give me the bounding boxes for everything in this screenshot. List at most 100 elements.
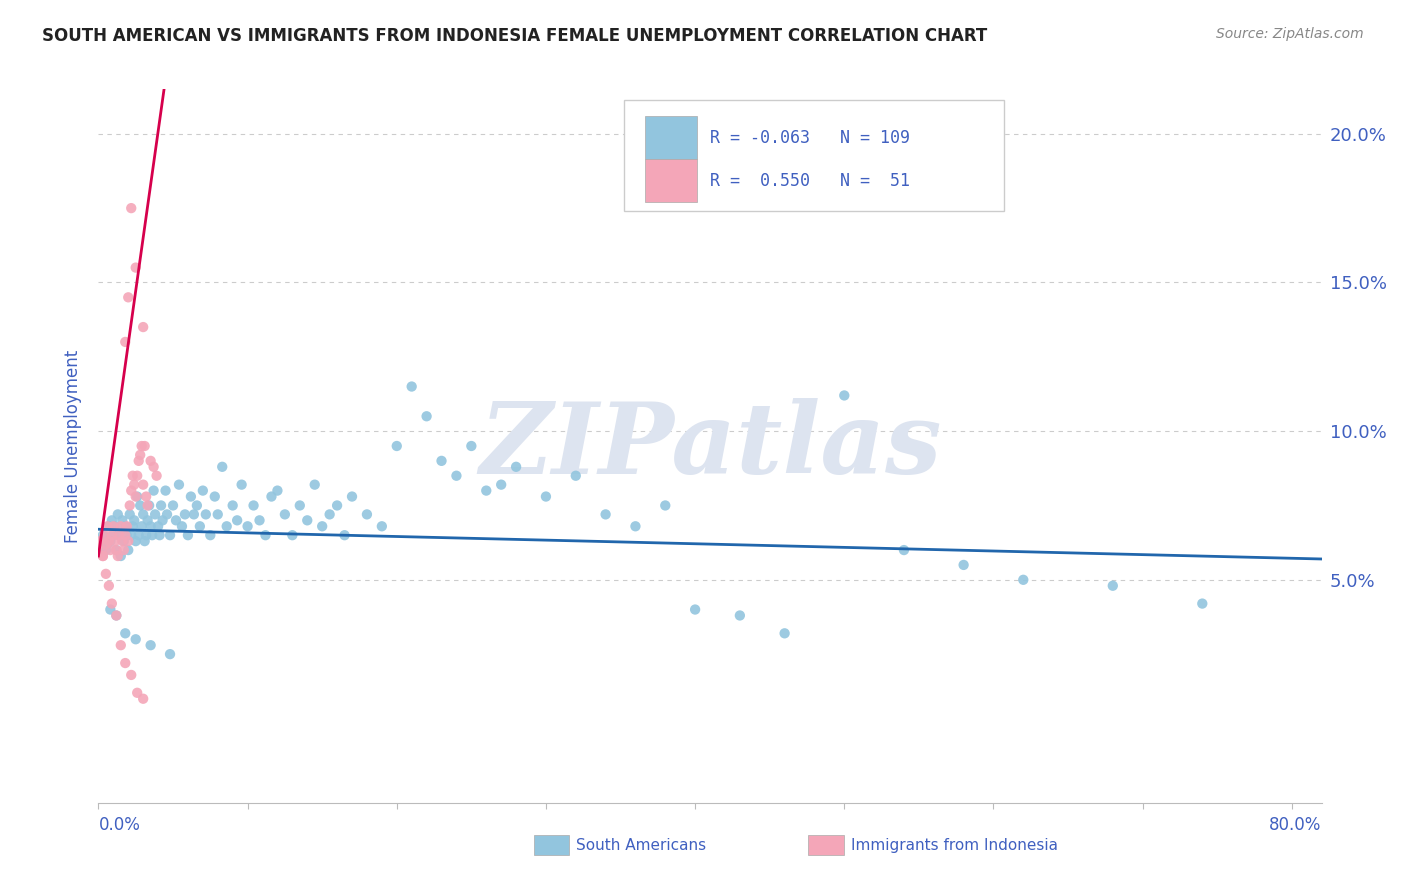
Point	[105, 608, 128, 623]
Point	[162, 499, 184, 513]
Point	[118, 508, 141, 522]
Point	[326, 499, 349, 513]
Point	[139, 454, 162, 468]
Text: SOUTH AMERICAN VS IMMIGRANTS FROM INDONESIA FEMALE UNEMPLOYMENT CORRELATION CHAR: SOUTH AMERICAN VS IMMIGRANTS FROM INDONE…	[42, 27, 987, 45]
Point	[142, 459, 165, 474]
Point	[174, 508, 197, 522]
Point	[111, 534, 134, 549]
Point	[952, 558, 974, 572]
Point	[893, 543, 915, 558]
Point	[96, 519, 118, 533]
Point	[114, 528, 136, 542]
Point	[101, 597, 124, 611]
Point	[340, 490, 363, 504]
Point	[149, 528, 172, 542]
Point	[207, 508, 229, 522]
Point	[146, 519, 169, 533]
Point	[221, 499, 243, 513]
Point	[125, 534, 148, 549]
Point	[132, 508, 155, 522]
FancyBboxPatch shape	[624, 100, 1004, 211]
Point	[122, 477, 145, 491]
Point	[159, 647, 181, 661]
Point	[98, 534, 121, 549]
Point	[127, 490, 149, 504]
Point	[143, 508, 166, 522]
Point	[134, 439, 156, 453]
Point	[120, 528, 142, 542]
FancyBboxPatch shape	[645, 116, 696, 159]
Text: 80.0%: 80.0%	[1270, 816, 1322, 834]
Point	[120, 483, 142, 498]
Point	[142, 483, 165, 498]
Point	[183, 508, 205, 522]
Point	[115, 528, 138, 542]
Text: R =  0.550   N =  51: R = 0.550 N = 51	[710, 171, 910, 189]
Point	[110, 638, 132, 652]
Point	[105, 543, 128, 558]
Point	[107, 549, 129, 563]
Point	[131, 439, 153, 453]
Point	[135, 490, 157, 504]
Point	[139, 638, 162, 652]
Point	[125, 632, 148, 647]
Point	[1101, 579, 1123, 593]
Point	[121, 468, 143, 483]
Point	[114, 626, 136, 640]
Point	[110, 549, 132, 563]
Text: ZIPatlas: ZIPatlas	[479, 398, 941, 494]
Point	[135, 528, 157, 542]
Point	[356, 508, 378, 522]
Point	[96, 537, 118, 551]
FancyBboxPatch shape	[645, 159, 696, 202]
Point	[728, 608, 751, 623]
Point	[127, 686, 149, 700]
Point	[333, 528, 356, 542]
Text: Source: ZipAtlas.com: Source: ZipAtlas.com	[1216, 27, 1364, 41]
Point	[110, 519, 132, 533]
Point	[624, 519, 647, 533]
Point	[98, 543, 121, 558]
Point	[654, 499, 676, 513]
Point	[139, 519, 162, 533]
Point	[288, 499, 311, 513]
Point	[117, 290, 139, 304]
Point	[475, 483, 498, 498]
Point	[136, 513, 159, 527]
Point	[107, 508, 129, 522]
Point	[177, 528, 200, 542]
Point	[97, 579, 120, 593]
Point	[112, 543, 135, 558]
Point	[105, 543, 128, 558]
Point	[194, 508, 217, 522]
Point	[254, 528, 277, 542]
Point	[165, 513, 187, 527]
Point	[101, 513, 124, 527]
Point	[97, 534, 120, 549]
Point	[565, 468, 588, 483]
Point	[129, 499, 152, 513]
Text: R = -0.063   N = 109: R = -0.063 N = 109	[710, 128, 910, 146]
Point	[1191, 597, 1213, 611]
Point	[112, 534, 135, 549]
Point	[117, 534, 139, 549]
Point	[170, 519, 193, 533]
Point	[98, 602, 121, 616]
Point	[159, 528, 181, 542]
Point	[211, 459, 233, 474]
Point	[534, 490, 557, 504]
Point	[242, 499, 264, 513]
Point	[430, 454, 453, 468]
Point	[446, 468, 468, 483]
Point	[111, 513, 134, 527]
Point	[304, 477, 326, 491]
Point	[773, 626, 796, 640]
Point	[90, 543, 112, 558]
Point	[114, 334, 136, 349]
Point	[120, 201, 142, 215]
Point	[188, 519, 211, 533]
Point	[260, 490, 283, 504]
Point	[156, 508, 179, 522]
Point	[120, 668, 142, 682]
Point	[297, 513, 319, 527]
